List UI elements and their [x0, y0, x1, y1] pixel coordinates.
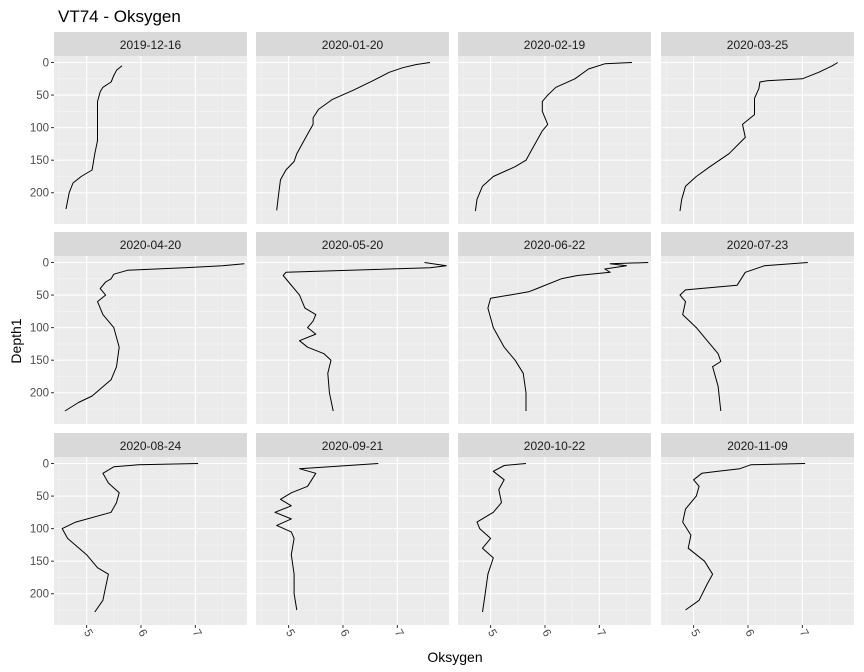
profile-line	[282, 262, 447, 412]
facet-strip-label: 2020-07-23	[727, 238, 789, 252]
y-tick-label: 100	[30, 123, 49, 135]
y-axis-label: Depth1	[8, 318, 24, 363]
x-tick-label: 5	[283, 628, 297, 640]
facet-strip-label: 2020-06-22	[524, 238, 586, 252]
y-tick-label: 100	[30, 323, 49, 335]
profile-line	[65, 65, 123, 210]
y-tick-label: 0	[43, 58, 49, 70]
y-tick-label: 0	[43, 258, 49, 270]
y-tick-label: 50	[36, 90, 49, 102]
facet-panel: 2020-08-24 0 50 100 150 200 5 6 7	[30, 433, 247, 639]
facet-strip	[54, 232, 247, 256]
facet-strip-label: 2020-02-19	[524, 38, 586, 52]
x-tick-label: 6	[742, 628, 756, 640]
x-tick-label: 5	[688, 628, 702, 640]
facet-strip-label: 2020-09-21	[322, 439, 384, 453]
x-tick-label: 7	[190, 628, 204, 640]
chart-title: VT74 - Oksygen	[58, 7, 181, 26]
panel-background	[661, 256, 854, 424]
y-tick-label: 200	[30, 589, 49, 601]
facet-strip-label: 2020-10-22	[524, 439, 586, 453]
x-tick-label: 7	[392, 628, 406, 640]
y-tick-label: 150	[30, 556, 49, 568]
profile-line	[274, 463, 379, 611]
facet-strip	[54, 433, 247, 457]
facet-panel: 2020-06-22	[458, 232, 651, 424]
facet-panel: 2020-11-09 5 6 7	[661, 433, 854, 639]
y-tick-label: 150	[30, 155, 49, 167]
facet-strip-label: 2020-03-25	[727, 38, 789, 52]
x-tick-label: 6	[337, 628, 351, 640]
profile-line	[64, 263, 245, 412]
y-tick-label: 200	[30, 388, 49, 400]
panel-background	[458, 457, 651, 625]
profile-line	[276, 62, 431, 211]
profile-line	[476, 463, 527, 613]
profile-line	[487, 262, 649, 411]
facet-strip	[458, 32, 651, 56]
panel-background	[54, 457, 247, 625]
x-tick-label: 6	[539, 628, 553, 640]
y-tick-label: 0	[43, 459, 49, 471]
x-axis-label: Oksygen	[427, 649, 482, 665]
profile-line	[682, 463, 806, 611]
y-tick-label: 50	[36, 491, 49, 503]
facet-strip-label: 2020-04-20	[120, 238, 182, 252]
facet-panel: 2020-04-20 0 50 100 150 200	[30, 232, 247, 424]
panel-background	[256, 256, 449, 424]
facet-strip-label: 2020-08-24	[120, 439, 182, 453]
facet-panel: 2020-03-25	[661, 32, 854, 224]
facet-strip	[661, 232, 854, 256]
facet-panel: 2020-01-20	[256, 32, 449, 224]
facet-strip	[256, 32, 449, 56]
x-tick-label: 5	[485, 628, 499, 640]
panel-background	[54, 56, 247, 224]
x-tick-label: 6	[135, 628, 149, 640]
y-tick-label: 50	[36, 290, 49, 302]
x-tick-label: 5	[81, 628, 95, 640]
y-tick-label: 200	[30, 188, 49, 200]
panel-background	[661, 56, 854, 224]
facet-panel: 2020-02-19	[458, 32, 651, 224]
facet-strip	[256, 433, 449, 457]
panel-background	[54, 256, 247, 424]
y-tick-label: 100	[30, 524, 49, 536]
facet-strip	[256, 232, 449, 256]
facet-panel: 2019-12-16 0 50 100 150 200	[30, 32, 247, 224]
panel-background	[256, 457, 449, 625]
facet-strip	[661, 433, 854, 457]
facet-panel: 2020-10-22 5 6 7	[458, 433, 651, 639]
facet-panel: 2020-05-20	[256, 232, 449, 424]
facet-strip-label: 2020-11-09	[727, 439, 788, 453]
facet-strip	[54, 32, 247, 56]
x-tick-label: 7	[594, 628, 608, 640]
profile-line	[474, 62, 633, 212]
facet-strip-label: 2020-01-20	[322, 38, 384, 52]
x-tick-label: 7	[797, 628, 811, 640]
facet-panel: 2020-07-23	[661, 232, 854, 424]
profile-line	[679, 62, 838, 212]
profile-line	[679, 262, 808, 412]
facet-strip	[458, 232, 651, 256]
y-tick-label: 150	[30, 355, 49, 367]
panel-background	[256, 56, 449, 224]
panel-background	[458, 56, 651, 224]
facet-strip	[661, 32, 854, 56]
facet-strip	[458, 433, 651, 457]
facet-strip-label: 2020-05-20	[322, 238, 384, 252]
profile-line	[61, 463, 199, 613]
facet-strip-label: 2019-12-16	[120, 38, 182, 52]
facet-panel: 2020-09-21 5 6 7	[256, 433, 449, 639]
